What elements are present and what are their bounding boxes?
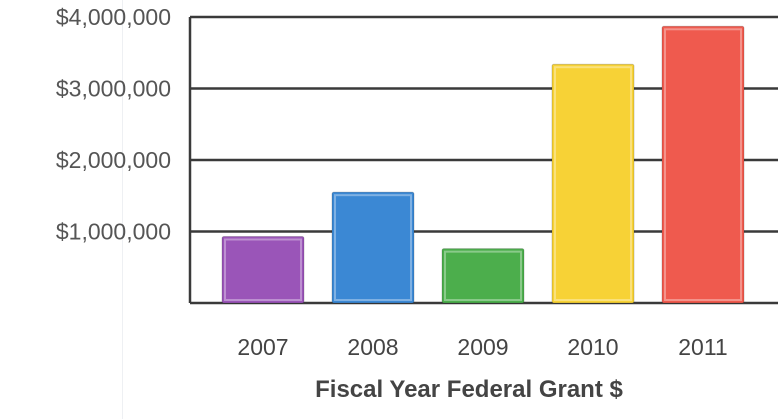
y-tick-label: $4,000,000 [56, 4, 171, 30]
x-tick-label: 2008 [347, 334, 398, 360]
bar-highlight [664, 28, 742, 301]
y-tick-label: $1,000,000 [56, 219, 171, 245]
bar [661, 25, 745, 304]
x-tick-label: 2010 [567, 334, 618, 360]
x-tick-label: 2011 [678, 334, 727, 360]
x-axis-title: Fiscal Year Federal Grant $ [315, 376, 623, 403]
y-tick-label: $3,000,000 [56, 76, 171, 102]
x-tick-label: 2007 [237, 334, 288, 360]
y-tick-label: $2,000,000 [56, 147, 171, 173]
bar-highlight [444, 250, 522, 302]
bar [441, 248, 525, 304]
bar-highlight [334, 194, 412, 301]
bar [551, 63, 635, 304]
bar [331, 191, 415, 304]
bar-highlight [554, 66, 632, 301]
divider [122, 0, 123, 419]
bar [221, 236, 305, 304]
bar-highlight [224, 238, 302, 302]
x-tick-label: 2009 [457, 334, 508, 360]
